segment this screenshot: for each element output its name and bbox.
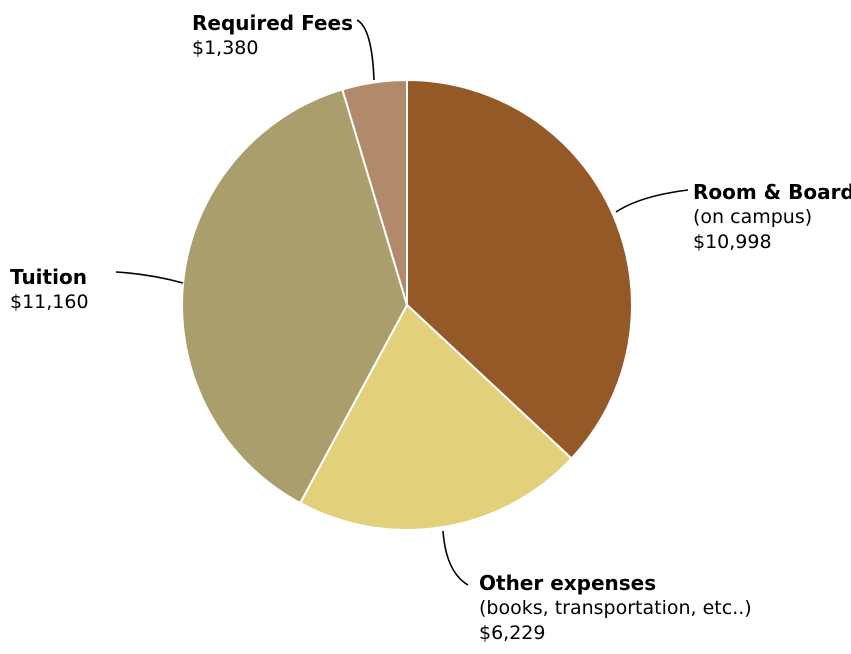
slice-name: Room & Board xyxy=(693,180,851,204)
pie-slices xyxy=(181,79,633,531)
leader-line-other-expenses xyxy=(442,530,469,586)
slice-label-tuition: Tuition $11,160 xyxy=(10,264,89,315)
leader-line-room-board xyxy=(615,189,689,213)
pie-slice-other-expenses xyxy=(299,304,573,531)
pie-slice-room-board xyxy=(406,79,633,460)
slice-note: (on campus) xyxy=(693,206,813,228)
leader-line-tuition xyxy=(115,271,184,284)
slice-name: Tuition xyxy=(10,265,87,289)
leader-line-required-fees xyxy=(356,19,375,81)
slice-note: (books, transportation, etc..) xyxy=(479,597,752,619)
slice-value: $6,229 xyxy=(479,621,546,644)
slice-name: Required Fees xyxy=(192,11,353,35)
slice-name: Other expenses xyxy=(479,571,657,595)
slice-label-other-expenses: Other expenses (books, transportation, e… xyxy=(479,570,752,645)
pie-slice-required-fees xyxy=(341,79,408,306)
slice-value: $1,380 xyxy=(192,37,259,59)
slice-value: $11,160 xyxy=(10,291,89,313)
slice-label-room-board: Room & Board (on campus) $10,998 xyxy=(693,179,851,254)
slice-label-required-fees: Required Fees $1,380 xyxy=(192,10,353,61)
leader-lines xyxy=(115,19,689,586)
pie-slice-tuition xyxy=(181,88,408,505)
slice-value: $10,998 xyxy=(693,230,772,253)
